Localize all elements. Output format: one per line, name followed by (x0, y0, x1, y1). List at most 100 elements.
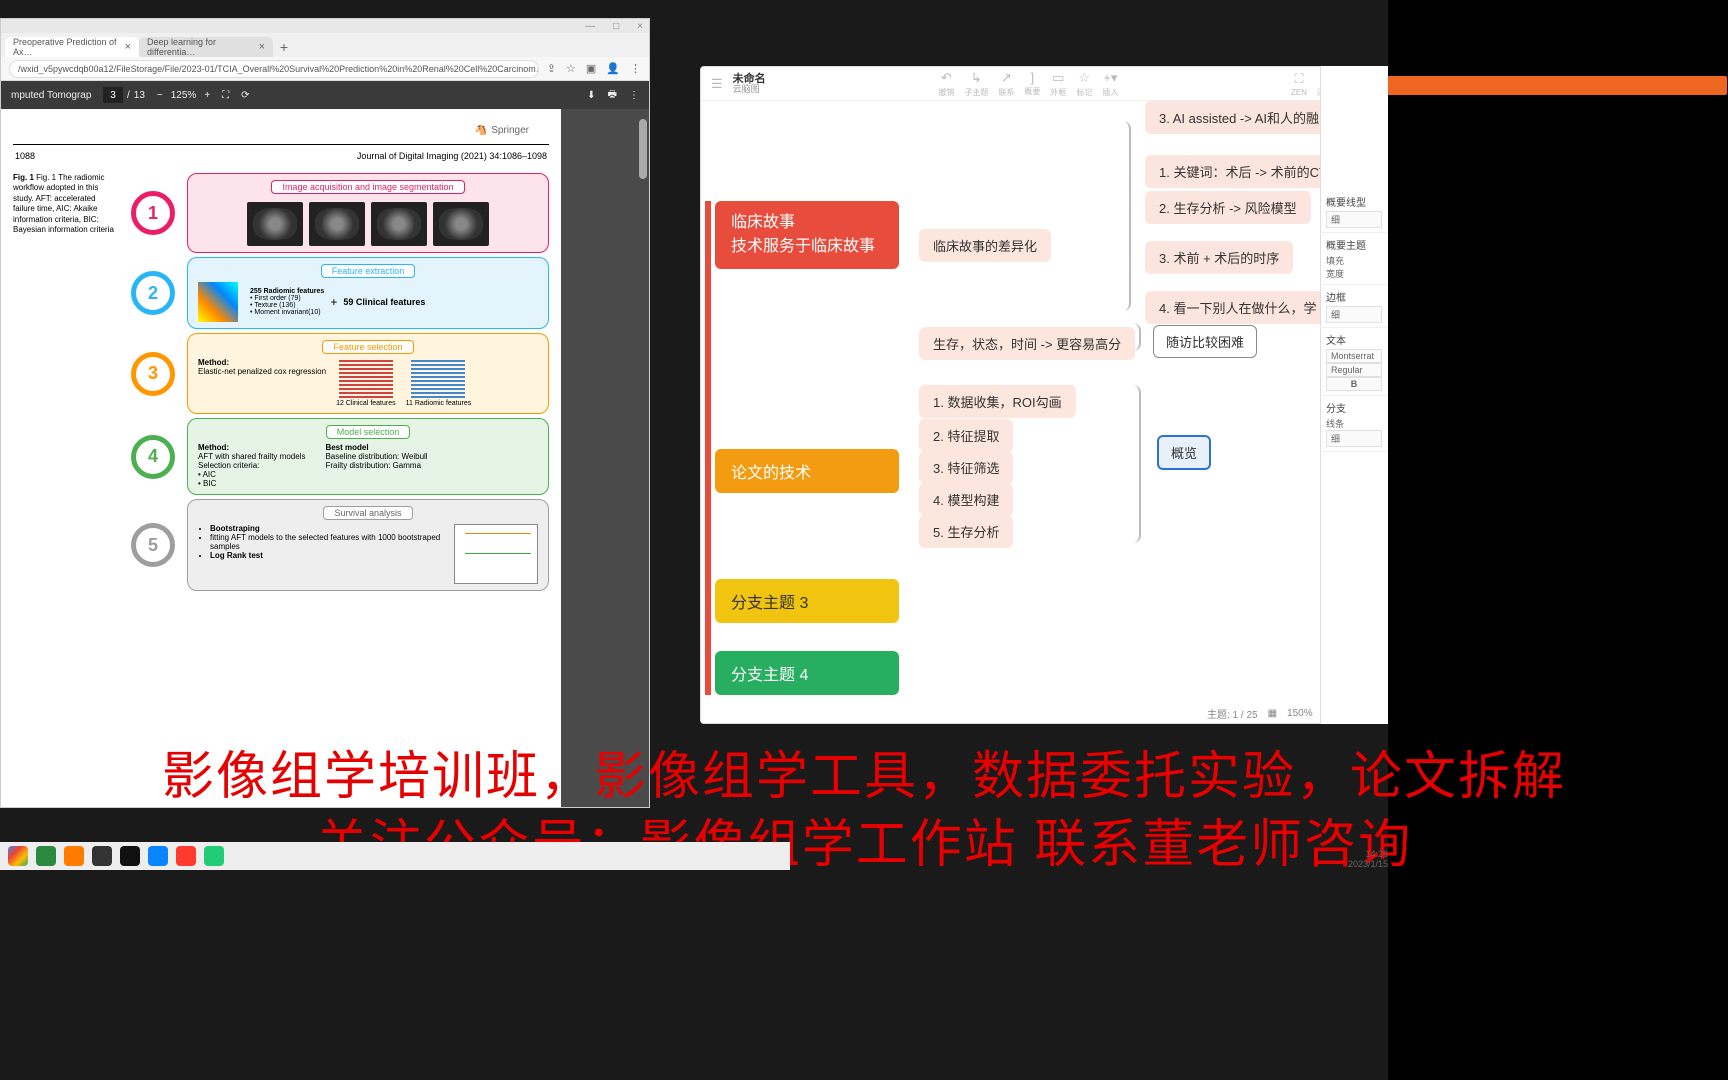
maximize-icon[interactable]: □ (613, 21, 619, 32)
share-icon[interactable]: ⇪ (547, 62, 556, 75)
step-box: Image acquisition and image segmentation (187, 173, 549, 253)
summary-button[interactable]: ]概要 (1024, 70, 1040, 97)
print-icon[interactable]: 🖶 (608, 87, 617, 104)
map-icon[interactable]: ▦ (1268, 708, 1277, 719)
node-clinical-story[interactable]: 临床故事技术服务于临床故事 (715, 201, 899, 269)
prop-section: 分支线条细 (1320, 396, 1388, 452)
system-tray: 14:26 2023/1/15 (1348, 850, 1388, 870)
node-survival[interactable]: 生存，状态，时间 -> 更容易高分 (919, 327, 1135, 360)
node-paper-tech[interactable]: 论文的技术 (715, 449, 899, 493)
figure-caption: Fig. 1 Fig. 1 The radiomic workflow adop… (13, 173, 119, 595)
heatmap-thumb (198, 282, 238, 322)
node-tech[interactable]: 1. 数据收集，ROI勾画 (919, 385, 1076, 418)
km-plot (454, 524, 538, 584)
page-nav: / 13 (103, 87, 145, 103)
ct-thumb (309, 202, 365, 246)
zen-button[interactable]: ⛶ZEN (1291, 71, 1307, 97)
app-icon[interactable] (148, 846, 168, 866)
wf-step-1: 1 Image acquisition and image segmentati… (131, 173, 549, 253)
app-icon[interactable] (204, 846, 224, 866)
star-icon[interactable]: ☆ (566, 62, 576, 75)
tab-1[interactable]: Preoperative Prediction of Ax… × (5, 37, 139, 57)
step-number: 2 (131, 271, 175, 315)
step-number: 5 (131, 523, 175, 567)
node-leaf[interactable]: 1. 关键词：术后 -> 术前的CT (1145, 155, 1341, 188)
menu-icon[interactable]: ☰ (711, 76, 723, 92)
node-selected[interactable]: 概览 (1157, 435, 1211, 470)
prop-section: 概要主题填充宽度 (1320, 233, 1388, 285)
page-input[interactable] (103, 87, 123, 103)
relation-button[interactable]: ↗联系 (998, 70, 1014, 98)
step-number: 1 (131, 191, 175, 235)
boundary-button[interactable]: ▭外框 (1050, 70, 1066, 98)
doc-title[interactable]: 未命名 (733, 73, 766, 85)
node-branch4[interactable]: 分支主题 4 (715, 651, 899, 695)
trial-badge[interactable]: 试用版 (1332, 76, 1727, 95)
bracket (1125, 323, 1141, 351)
ct-images (198, 202, 538, 246)
marker-button[interactable]: ☆标记 (1076, 70, 1092, 98)
chrome-icon[interactable] (8, 846, 28, 866)
page-meta: 1088 Journal of Digital Imaging (2021) 3… (13, 144, 549, 167)
node-leaf[interactable]: 2. 生存分析 -> 风险模型 (1145, 191, 1311, 224)
ct-thumb (247, 202, 303, 246)
insert-button[interactable]: +▾插入 (1102, 70, 1118, 98)
window-controls: — □ × (1, 19, 649, 33)
node-diff[interactable]: 临床故事的差异化 (919, 229, 1051, 262)
undo-button[interactable]: ↶撤销 (938, 70, 954, 98)
step-number: 3 (131, 352, 175, 396)
publisher-badge: 🐴 Springer (475, 125, 529, 136)
zoom-level: 150% (1287, 708, 1313, 719)
address-bar[interactable]: /wxid_v5pywcdqb00a12/FileStorage/File/20… (9, 60, 539, 78)
doc-title-block: 未命名 云脑图 (733, 73, 766, 95)
fit-icon[interactable]: ⛶ (222, 90, 229, 101)
close-icon[interactable]: × (125, 41, 131, 53)
page-total: 13 (134, 90, 145, 101)
root-connector (705, 201, 711, 695)
tab-2[interactable]: Deep learning for differentia… × (139, 37, 273, 57)
app-icon[interactable] (176, 846, 196, 866)
node-leaf[interactable]: 3. AI assisted -> AI和人的融 (1145, 101, 1333, 134)
feature-list: 255 Radiomic features • First order (79)… (250, 288, 324, 316)
app-icon[interactable] (36, 846, 56, 866)
rotate-icon[interactable]: ⟳ (241, 90, 249, 101)
app-icon[interactable] (120, 846, 140, 866)
node-tech[interactable]: 3. 特征筛选 (919, 451, 1013, 484)
scrollbar-thumb[interactable] (639, 119, 647, 179)
menu-icon[interactable]: ⋮ (630, 62, 641, 75)
zoom-out-button[interactable]: − (157, 90, 163, 101)
format-panel-content: 概要线型细 概要主题填充宽度 边框细 文本MontserratRegularB … (1320, 100, 1388, 452)
ct-thumb (433, 202, 489, 246)
taskbar (0, 842, 790, 870)
node-leaf[interactable]: 4. 看一下别人在做什么，学 (1145, 291, 1330, 324)
close-icon[interactable]: × (259, 41, 265, 53)
download-icon[interactable]: ⬇ (587, 90, 595, 101)
prop-section: 边框细 (1320, 285, 1388, 328)
method-col: Method:AFT with shared frailty models Se… (198, 443, 305, 488)
more-icon[interactable]: ⋮ (629, 90, 639, 101)
new-tab-button[interactable]: + (273, 37, 295, 57)
journal-ref: Journal of Digital Imaging (2021) 34:108… (357, 151, 547, 161)
node-followup[interactable]: 随访比较困难 (1153, 325, 1257, 358)
minimize-icon[interactable]: — (585, 21, 595, 32)
mindmap-canvas[interactable]: 临床故事技术服务于临床故事 临床故事的差异化 3. AI assisted ->… (701, 101, 1369, 703)
tab-strip: Preoperative Prediction of Ax… × Deep le… (1, 33, 649, 57)
right-black-strip (1388, 0, 1728, 1080)
node-tech[interactable]: 5. 生存分析 (919, 515, 1013, 548)
node-leaf[interactable]: 3. 术前 + 术后的时序 (1145, 241, 1293, 274)
scrollbar[interactable] (639, 109, 647, 807)
app-icon[interactable] (64, 846, 84, 866)
pdf-viewport: 🐴 Springer 1088 Journal of Digital Imagi… (1, 109, 649, 807)
subtopic-button[interactable]: ↳子主题 (964, 70, 988, 98)
zoom-in-button[interactable]: + (204, 90, 210, 101)
node-tech[interactable]: 2. 特征提取 (919, 419, 1013, 452)
node-tech[interactable]: 4. 模型构建 (919, 483, 1013, 516)
app-icon[interactable] (92, 846, 112, 866)
ct-thumb (371, 202, 427, 246)
close-icon[interactable]: × (637, 21, 643, 32)
profile-icon[interactable]: 👤 (606, 62, 620, 75)
extension-icon[interactable]: ▣ (586, 62, 596, 75)
prop-section: 文本MontserratRegularB (1320, 328, 1388, 396)
node-branch3[interactable]: 分支主题 3 (715, 579, 899, 623)
chart-thumb (339, 358, 393, 398)
